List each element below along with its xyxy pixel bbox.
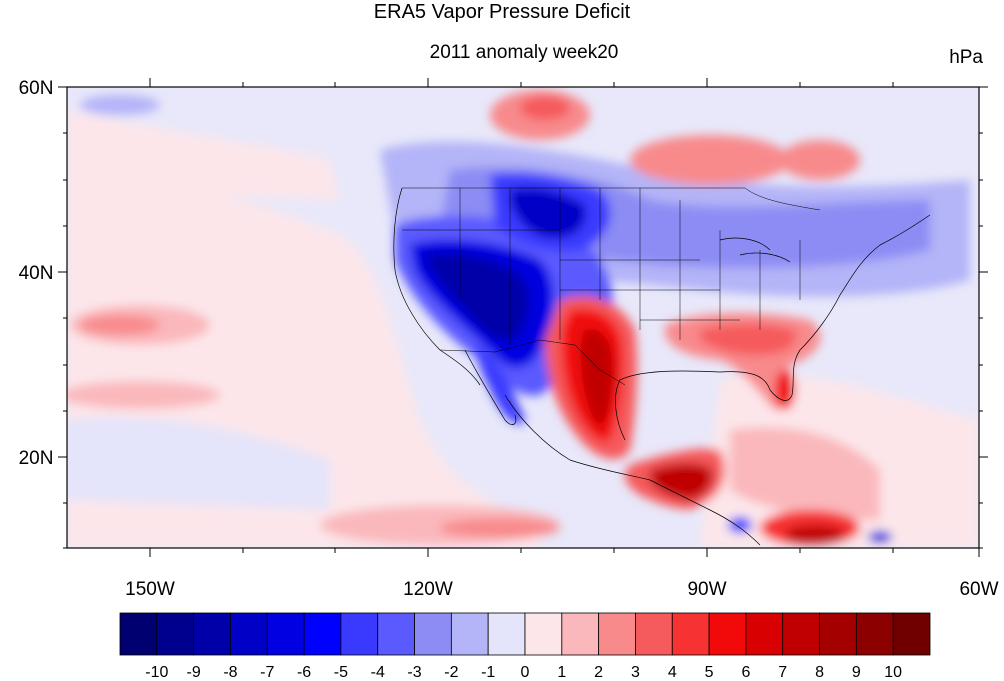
colorbar-label: 8 (815, 664, 824, 681)
lat-label-20n: 20N (19, 448, 54, 469)
lon-label-120w: 120W (403, 579, 453, 600)
colorbar-swatch (708, 612, 747, 656)
florida-pos (775, 370, 795, 410)
rockies-neg-core (510, 188, 586, 239)
west-coast-outline (393, 187, 481, 386)
colorbar-swatch (340, 612, 379, 656)
colorbar-label: 7 (778, 664, 787, 681)
colorbar-swatch (892, 612, 931, 656)
colorbar-swatch (745, 612, 784, 656)
colorbar-label: -8 (223, 664, 237, 681)
colorbar-label: 4 (668, 664, 677, 681)
colorbar-label: 9 (852, 664, 861, 681)
colorbar-label: -1 (481, 664, 495, 681)
units-label: hPa (949, 47, 983, 68)
colorbar-label: -3 (407, 664, 421, 681)
colorbar-swatch (377, 612, 415, 656)
colorbar-swatch (230, 612, 268, 656)
colorbar-label: -4 (371, 664, 385, 681)
colorbar-label: 0 (521, 664, 530, 681)
colorbar-label: 3 (631, 664, 640, 681)
venezuela-neg (868, 531, 892, 543)
quebec-pos (630, 135, 790, 185)
lat-labels: 60N 40N 20N (19, 78, 54, 469)
colorbar-label: -9 (187, 664, 201, 681)
lon-labels: 150W 120W 90W 60W (125, 579, 998, 600)
canada-us-border (402, 187, 821, 211)
caribbean-pink (730, 427, 880, 520)
lon-label-150w: 150W (125, 579, 175, 600)
lon-label-90w: 90W (687, 579, 726, 600)
state-borders (402, 187, 821, 386)
pacific-pink-band-2 (67, 110, 340, 200)
mexico-west-outline (504, 394, 651, 481)
state-lines-west (402, 188, 641, 345)
figure-subtitle: 2011 anomaly week20 (430, 42, 619, 63)
us-mexico-border (439, 339, 626, 386)
great-lakes-outline (719, 237, 791, 263)
colorbar-swatch (782, 612, 820, 656)
colorbar-swatch (156, 612, 195, 656)
baja-outline (464, 349, 517, 425)
colorbar-label: 2 (594, 664, 603, 681)
colorbar-swatch (266, 612, 305, 656)
colorbar-swatch (671, 612, 710, 656)
centam-pos-core (650, 463, 713, 500)
figure-title: ERA5 Vapor Pressure Deficit (374, 1, 631, 23)
colorbar-swatch (119, 612, 158, 656)
colorbar-swatch (635, 612, 673, 656)
colorbar-swatch (561, 612, 600, 656)
lat-label-60n: 60N (19, 78, 54, 99)
pacific-pos-35n-core (80, 315, 160, 335)
colorbar-label: -6 (297, 664, 311, 681)
colorbar-label: 1 (557, 664, 566, 681)
colorbar-swatch (303, 612, 342, 656)
texas-pos-core (580, 329, 614, 428)
colorbar-swatch (193, 612, 231, 656)
alaska-blue (80, 95, 160, 115)
colorbar-swatch (450, 612, 489, 656)
se-pos-core (700, 324, 796, 356)
hudson-pos-core (520, 96, 570, 120)
colorbar-swatch (855, 612, 894, 656)
anomaly-field (67, 90, 979, 548)
colorbar-swatch (524, 612, 563, 656)
colorbar-swatch (819, 612, 857, 656)
colorbar-label: 5 (705, 664, 714, 681)
colombia-pos-core (785, 525, 845, 545)
quebec-pos-2 (780, 140, 860, 180)
state-lines-mid (560, 200, 801, 340)
east-pacific-light-blue (67, 417, 330, 510)
pacific-neg-mexico (728, 517, 752, 533)
gulf-coast-outline (615, 214, 931, 441)
colorbar-swatch (598, 612, 636, 656)
colorbar: -10 -9 -8 -7 -6 -5 -4 -3 -2 -1 0 1 2 3 4 5 6 7 8 9 10 (119, 612, 931, 681)
pacific-pos-12n-core (440, 518, 560, 538)
lat-label-40n: 40N (19, 263, 54, 284)
centam-outline (649, 479, 761, 546)
coastlines (393, 187, 931, 546)
colorbar-label: -7 (260, 664, 274, 681)
sw-neg-core (425, 253, 530, 341)
axis-ticks (58, 78, 988, 557)
colorbar-label: -2 (444, 664, 458, 681)
colorbar-swatch (487, 612, 526, 656)
pacific-pos-28n (67, 381, 220, 409)
colorbar-label: 6 (741, 664, 750, 681)
colorbar-swatch (414, 612, 452, 656)
lon-label-60w: 60W (959, 579, 998, 600)
colorbar-label: -5 (334, 664, 348, 681)
map-plot (67, 87, 979, 548)
colorbar-label: 10 (884, 664, 902, 681)
baja-neg (475, 345, 525, 424)
colorbar-label: -10 (145, 664, 168, 681)
